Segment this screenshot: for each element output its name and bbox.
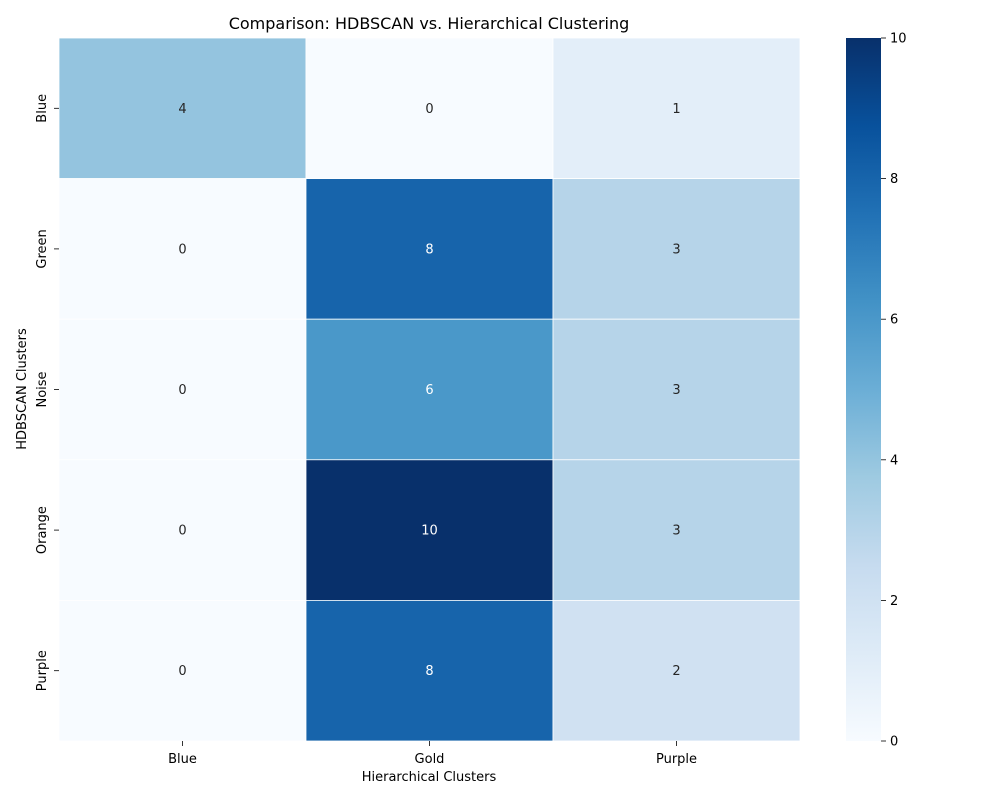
y-tick-label: Blue (35, 94, 50, 123)
heatmap-cell (58, 178, 307, 320)
heatmap-cell (552, 37, 801, 180)
cell-value-label: 0 (178, 524, 186, 539)
cell-value-label: 2 (672, 664, 680, 679)
colorbar-tick-label: 8 (890, 172, 898, 187)
cell-value-label: 3 (672, 524, 680, 539)
cell-value-label: 3 (672, 242, 680, 257)
colorbar-tick-label: 2 (890, 594, 898, 609)
cell-value-label: 3 (672, 383, 680, 398)
heatmap-cell (552, 600, 801, 742)
y-axis-label: HDBSCAN Clusters (15, 328, 30, 450)
cell-value-label: 1 (672, 102, 680, 117)
heatmap-cell (552, 178, 801, 320)
cell-value-label: 0 (425, 102, 433, 117)
heatmap-cell (58, 37, 307, 180)
cell-value-label: 0 (178, 383, 186, 398)
heatmap-cell (58, 459, 307, 601)
heatmap-cell (58, 318, 307, 461)
colorbar-tick-label: 10 (890, 32, 907, 47)
colorbar-tick-label: 4 (890, 453, 898, 468)
heatmap-cell (305, 178, 554, 320)
x-tick-label: Blue (168, 752, 197, 767)
cell-value-label: 6 (425, 383, 433, 398)
y-axis-ticks: Blue Green Noise Orange Purple (35, 94, 59, 691)
heatmap-cell (305, 318, 554, 461)
y-tick-label: Noise (35, 371, 50, 407)
cell-value-label: 8 (425, 664, 433, 679)
heatmap-cell (552, 459, 801, 601)
x-tick-label: Purple (656, 752, 697, 767)
x-tick-label: Gold (415, 752, 445, 767)
y-tick-label: Orange (35, 506, 50, 554)
colorbar-tick-label: 0 (890, 735, 898, 750)
chart-title: Comparison: HDBSCAN vs. Hierarchical Clu… (229, 14, 630, 33)
y-tick-label: Purple (35, 650, 50, 691)
heatmap-cell (305, 600, 554, 742)
x-axis-ticks: Blue Gold Purple (168, 741, 697, 767)
heatmap-cell-labels: 4 0 10 8 30 6 30 10 30 8 2 (178, 102, 680, 679)
colorbar (846, 38, 881, 741)
heatmap-cell (58, 600, 307, 742)
cell-value-label: 8 (425, 242, 433, 257)
colorbar-ticks: 0 2 4 6 8 10 (881, 32, 907, 750)
cell-value-label: 10 (421, 524, 438, 539)
y-tick-label: Green (35, 229, 50, 268)
x-axis-label: Hierarchical Clusters (362, 770, 497, 785)
heatmap-cell (305, 37, 554, 180)
colorbar-tick-label: 6 (890, 313, 898, 328)
cell-value-label: 0 (178, 664, 186, 679)
cell-value-label: 0 (178, 242, 186, 257)
heatmap-cells (58, 37, 801, 742)
cell-value-label: 4 (178, 102, 186, 117)
